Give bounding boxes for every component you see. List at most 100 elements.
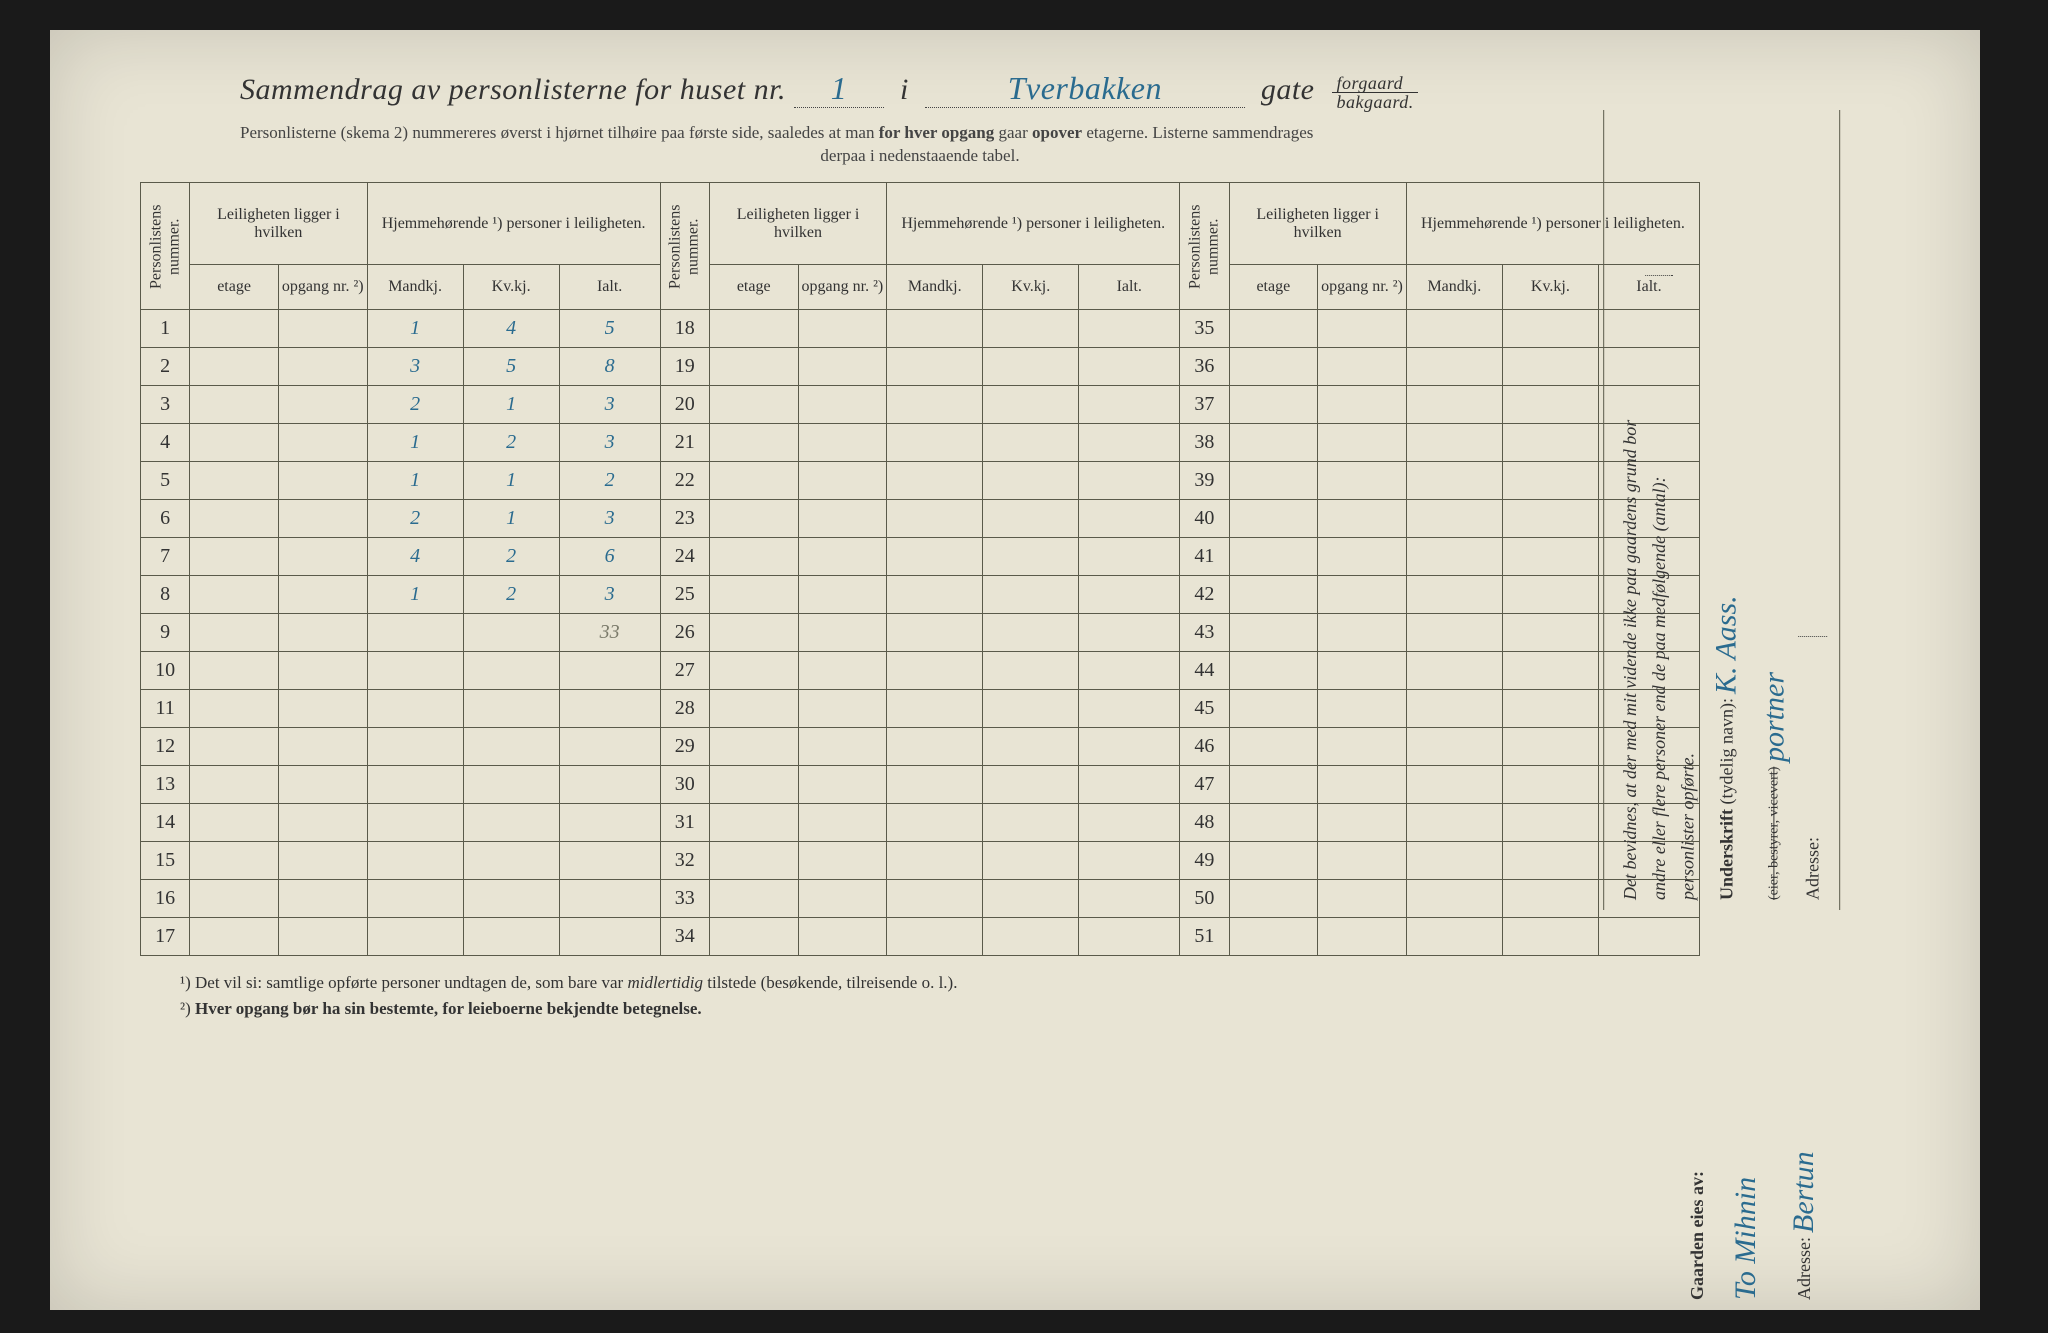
table-cell <box>1079 310 1180 348</box>
sub-header-1: Personlisterne (skema 2) nummereres øver… <box>140 121 1700 145</box>
col-personlistens-1: Personlistens nummer. <box>141 183 190 310</box>
table-cell <box>1502 424 1598 462</box>
table-cell <box>1079 766 1180 804</box>
table-row: 41232138 <box>141 424 1700 462</box>
row-number: 38 <box>1180 424 1229 462</box>
table-cell <box>983 538 1079 576</box>
title-line: Sammendrag av personlisterne for huset n… <box>240 70 1700 111</box>
table-cell <box>463 614 559 652</box>
table-cell <box>1229 348 1318 386</box>
table-cell <box>1318 880 1407 918</box>
table-cell <box>1502 386 1598 424</box>
table-cell <box>887 728 983 766</box>
table-cell <box>1502 918 1598 956</box>
table-cell <box>1406 386 1502 424</box>
table-cell <box>887 880 983 918</box>
table-cell <box>1079 462 1180 500</box>
table-cell: 5 <box>559 310 660 348</box>
signature-line: Underskrift (tydelig navn): K. Aass. <box>1702 120 1750 900</box>
table-cell <box>1079 918 1180 956</box>
row-number: 35 <box>1180 310 1229 348</box>
table-row: 133047 <box>141 766 1700 804</box>
table-cell <box>1406 766 1502 804</box>
table-cell <box>798 310 887 348</box>
table-cell <box>709 538 798 576</box>
signature-role: portner <box>1757 672 1790 762</box>
table-cell <box>1229 576 1318 614</box>
table-cell <box>1229 462 1318 500</box>
table-cell: 2 <box>463 576 559 614</box>
row-number: 39 <box>1180 462 1229 500</box>
table-cell <box>1406 880 1502 918</box>
table-cell <box>367 880 463 918</box>
table-cell <box>278 310 367 348</box>
table-cell <box>278 386 367 424</box>
row-number: 3 <box>141 386 190 424</box>
table-cell <box>278 576 367 614</box>
col-kvkj-2: Kv.kj. <box>983 265 1079 310</box>
table-cell <box>367 842 463 880</box>
table-cell <box>1079 538 1180 576</box>
table-cell <box>1229 500 1318 538</box>
table-cell <box>887 614 983 652</box>
table-cell <box>887 576 983 614</box>
table-cell <box>190 766 279 804</box>
sub-header-2: derpaa i nedenstaaende tabel. <box>140 146 1700 166</box>
table-cell <box>1229 842 1318 880</box>
table-head: Personlistens nummer. Leiligheten ligger… <box>141 183 1700 310</box>
table-cell <box>983 766 1079 804</box>
table-row: 173451 <box>141 918 1700 956</box>
table-cell <box>1502 614 1598 652</box>
table-cell <box>709 500 798 538</box>
table-cell <box>1229 310 1318 348</box>
row-number: 50 <box>1180 880 1229 918</box>
table-cell <box>798 500 887 538</box>
row-number: 41 <box>1180 538 1229 576</box>
table-cell <box>983 576 1079 614</box>
row-number: 27 <box>660 652 709 690</box>
table-cell <box>798 804 887 842</box>
table-cell <box>1318 538 1407 576</box>
row-number: 8 <box>141 576 190 614</box>
table-cell <box>983 424 1079 462</box>
table-cell <box>983 652 1079 690</box>
document-page: Sammendrag av personlisterne for huset n… <box>50 30 1980 1310</box>
table-cell <box>1229 918 1318 956</box>
table-row: 122946 <box>141 728 1700 766</box>
table-cell <box>367 652 463 690</box>
row-number: 6 <box>141 500 190 538</box>
table-cell <box>1406 310 1502 348</box>
table-cell <box>1229 804 1318 842</box>
table-cell: 3 <box>559 424 660 462</box>
table-cell <box>983 728 1079 766</box>
table-cell <box>709 614 798 652</box>
table-cell <box>278 766 367 804</box>
owner-name: To Mihnin <box>1722 940 1770 1300</box>
row-number: 19 <box>660 348 709 386</box>
table-cell: 3 <box>559 386 660 424</box>
gate-label: gate <box>1261 73 1315 106</box>
owner-address: Bertun <box>1787 1151 1820 1233</box>
table-cell <box>190 500 279 538</box>
table-cell <box>190 614 279 652</box>
table-row: 153249 <box>141 842 1700 880</box>
table-cell <box>887 842 983 880</box>
table-row: 9332643 <box>141 614 1700 652</box>
col-mandkj-3: Mandkj. <box>1406 265 1502 310</box>
table-cell <box>463 766 559 804</box>
table-cell: 3 <box>559 500 660 538</box>
table-cell <box>1502 728 1598 766</box>
table-cell <box>709 880 798 918</box>
table-cell <box>887 310 983 348</box>
table-row: 23581936 <box>141 348 1700 386</box>
table-cell <box>1318 500 1407 538</box>
table-cell <box>190 310 279 348</box>
table-cell: 2 <box>367 500 463 538</box>
table-cell <box>1229 424 1318 462</box>
table-cell <box>463 804 559 842</box>
table-cell: 5 <box>463 348 559 386</box>
table-cell: 1 <box>367 310 463 348</box>
table-cell <box>983 842 1079 880</box>
table-row: 81232542 <box>141 576 1700 614</box>
table-cell <box>983 804 1079 842</box>
